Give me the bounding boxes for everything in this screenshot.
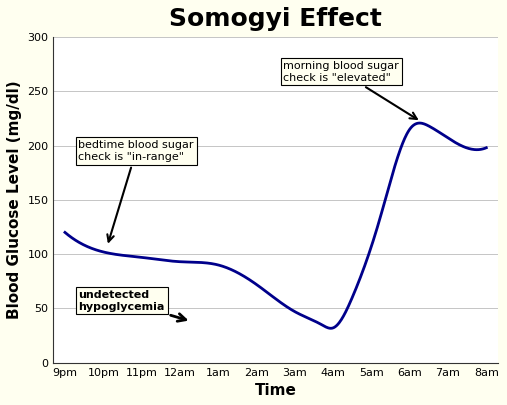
Text: morning blood sugar
check is "elevated": morning blood sugar check is "elevated" <box>283 61 417 119</box>
Text: undetected
hypoglycemia: undetected hypoglycemia <box>79 290 186 321</box>
Title: Somogyi Effect: Somogyi Effect <box>169 7 382 31</box>
Text: bedtime blood sugar
check is "in-range": bedtime blood sugar check is "in-range" <box>79 140 194 242</box>
X-axis label: Time: Time <box>255 383 297 398</box>
Y-axis label: Blood Glucose Level (mg/dl): Blood Glucose Level (mg/dl) <box>7 81 22 319</box>
